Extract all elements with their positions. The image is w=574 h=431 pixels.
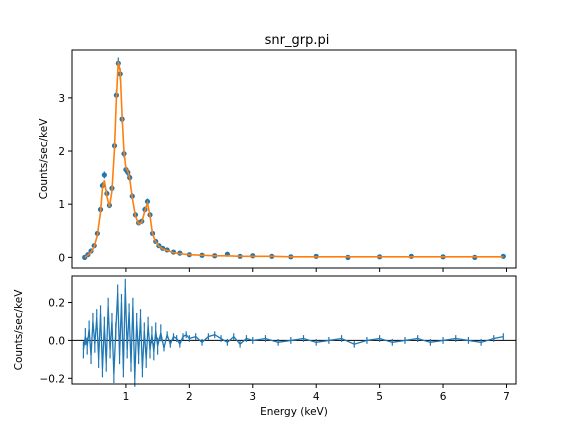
spectrum-y-tick-label: 3 [58,93,65,105]
residuals-y-tick-label: 0.2 [48,298,65,310]
chart-title: snr_grp.pi [265,33,330,48]
x-axis-label: Energy (keV) [260,406,328,418]
residuals-line [82,287,504,379]
residuals-marks [72,278,516,387]
residuals-y-tick-label: −0.2 [40,373,66,385]
spectrum-y-axis-label: Counts/sec/keV [38,118,50,200]
x-tick-label: 5 [376,391,383,403]
x-tick-label: 6 [440,391,447,403]
x-tick-label: 3 [249,391,256,403]
residuals-y-axis-label: Counts/sec/keV [13,289,25,371]
residuals-panel: −0.2 0.0 0.2 1 2 3 4 5 6 7 Counts/sec/keV Energy … [13,275,517,418]
spectrum-y-tick-label: 1 [58,199,65,211]
spectrum-y-tick-label: 0 [58,252,65,264]
spectrum-axes-frame [71,49,517,269]
x-tick-label: 2 [186,391,193,403]
x-tick-label: 4 [313,391,320,403]
residuals-axes-frame [71,275,517,385]
residuals-y-tick-label: 0.0 [48,335,65,347]
x-tick-label: 7 [503,391,510,403]
residuals-axes: −0.2 0.0 0.2 1 2 3 4 5 6 7 [40,298,510,403]
spectrum-data-point [101,172,107,178]
x-tick-label: 1 [123,391,130,403]
spectrum-panel: snr_grp.pi 0 1 2 3 Counts/sec/keV [38,33,517,272]
spectrum-marks [82,57,506,260]
spectrum-y-tick-label: 2 [58,146,65,158]
model-line [84,61,504,259]
spectrum-axes: 0 1 2 3 [58,93,507,272]
